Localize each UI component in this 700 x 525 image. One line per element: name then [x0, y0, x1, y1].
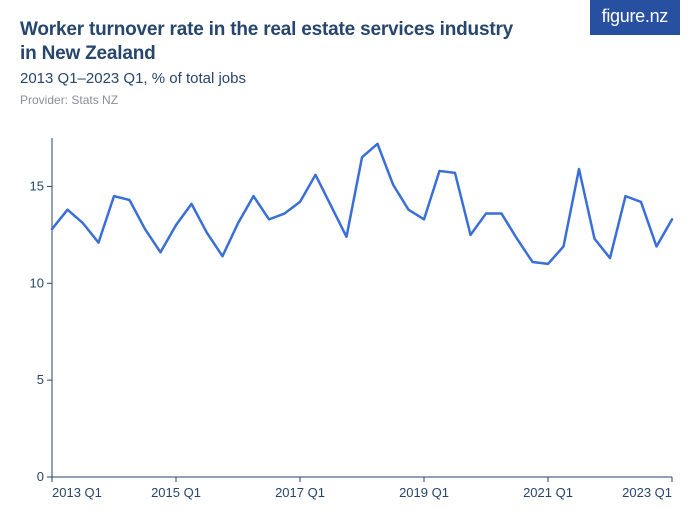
x-tick-label: 2021 Q1	[523, 485, 573, 500]
line-chart-svg: 0 5 10 15 2013 Q1 2015 Q1 2017 Q1 2019 Q1 2021 Q…	[20, 130, 680, 505]
logo-text-b: .nz	[645, 6, 668, 26]
x-tick-label: 2015 Q1	[151, 485, 201, 500]
figure-nz-logo: figure.nz	[590, 0, 680, 35]
chart-plot-area: 0 5 10 15 2013 Q1 2015 Q1 2017 Q1 2019 Q1 2021 Q…	[20, 130, 680, 505]
x-tick-label: 2019 Q1	[399, 485, 449, 500]
chart-provider: Provider: Stats NZ	[20, 93, 680, 107]
chart-title: Worker turnover rate in the real estate …	[20, 18, 520, 66]
x-tick-label: 2013 Q1	[52, 485, 102, 500]
y-tick-label: 15	[30, 178, 44, 193]
chart-container: figure.nz Worker turnover rate in the re…	[0, 0, 700, 525]
chart-subtitle: 2013 Q1–2023 Q1, % of total jobs	[20, 70, 680, 87]
x-tick-label: 2017 Q1	[275, 485, 325, 500]
y-tick-label: 0	[37, 469, 44, 484]
y-tick-label: 5	[37, 372, 44, 387]
data-line	[52, 144, 672, 264]
logo-text-a: figure	[602, 6, 645, 26]
y-tick-label: 10	[30, 275, 44, 290]
x-tick-label: 2023 Q1	[622, 485, 672, 500]
